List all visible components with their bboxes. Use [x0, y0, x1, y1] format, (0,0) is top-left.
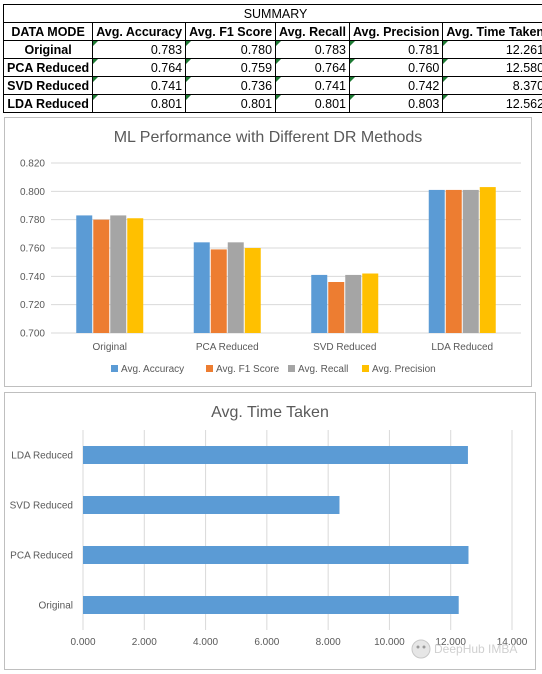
column-header: Avg. Precision	[349, 23, 442, 41]
legend-swatch	[362, 365, 369, 372]
summary-table: SUMMARY DATA MODE Avg. Accuracy Avg. F1 …	[3, 4, 542, 113]
x-tick-label: Original	[93, 342, 127, 353]
x-tick-label: 0.000	[70, 637, 95, 648]
mode-cell: PCA Reduced	[4, 59, 93, 77]
x-tick-label: 2.000	[132, 637, 157, 648]
value-cell: 12.562	[443, 95, 542, 113]
value-cell: 0.783	[93, 41, 186, 59]
legend-label: Avg. F1 Score	[216, 364, 280, 375]
bar	[463, 190, 479, 333]
x-tick-label: 8.000	[316, 637, 341, 648]
time-chart: Avg. Time Taken 0.000 2.000 4.000 6.000 8.00…	[4, 392, 536, 670]
x-tick-label: 4.000	[193, 637, 218, 648]
value-cell: 0.781	[349, 41, 442, 59]
summary-header-row: DATA MODE Avg. Accuracy Avg. F1 Score Av…	[4, 23, 542, 41]
bar	[311, 275, 327, 333]
bar	[93, 220, 109, 333]
table-row: SVD Reduced 0.741 0.736 0.741 0.742 8.37…	[4, 77, 542, 95]
value-cell: 0.764	[93, 59, 186, 77]
watermark-icon	[423, 646, 426, 649]
y-tick-label: 0.800	[20, 187, 45, 198]
bar	[194, 242, 210, 333]
value-cell: 12.580	[443, 59, 542, 77]
watermark: DeepHub IMBA	[410, 638, 530, 660]
value-cell: 0.736	[186, 77, 276, 95]
bar	[83, 496, 339, 514]
bar	[110, 215, 126, 333]
value-cell: 0.742	[349, 77, 442, 95]
bar	[127, 218, 143, 333]
value-cell: 0.741	[93, 77, 186, 95]
value-cell: 8.370	[443, 77, 542, 95]
x-tick-label: LDA Reduced	[431, 342, 493, 353]
value-cell: 12.261	[443, 41, 542, 59]
performance-chart: ML Performance with Different DR Methods…	[4, 117, 532, 387]
legend-label: Avg. Recall	[298, 364, 348, 375]
bar	[362, 274, 378, 334]
x-tick-label: SVD Reduced	[313, 342, 376, 353]
value-cell: 0.783	[276, 41, 350, 59]
value-cell: 0.780	[186, 41, 276, 59]
value-cell: 0.801	[93, 95, 186, 113]
column-header: Avg. Time Taken	[443, 23, 542, 41]
chart-title: Avg. Time Taken	[211, 404, 329, 421]
time-chart-svg: Avg. Time Taken 0.000 2.000 4.000 6.000 8.00…	[5, 393, 535, 669]
legend-label: Avg. Accuracy	[121, 364, 184, 375]
y-tick-label: 0.720	[20, 300, 45, 311]
x-tick-label: PCA Reduced	[196, 342, 259, 353]
bar	[429, 190, 445, 333]
bar	[83, 596, 459, 614]
performance-chart-svg: ML Performance with Different DR Methods…	[5, 118, 531, 386]
table-row: LDA Reduced 0.801 0.801 0.801 0.803 12.5…	[4, 95, 542, 113]
watermark-text: DeepHub IMBA	[434, 642, 517, 656]
watermark-icon	[412, 640, 430, 658]
bar	[345, 275, 361, 333]
value-cell: 0.741	[276, 77, 350, 95]
column-header: Avg. F1 Score	[186, 23, 276, 41]
y-tick-label: SVD Reduced	[10, 501, 73, 512]
column-header: Avg. Recall	[276, 23, 350, 41]
mode-cell: SVD Reduced	[4, 77, 93, 95]
mode-cell: LDA Reduced	[4, 95, 93, 113]
bar	[328, 282, 344, 333]
legend-label: Avg. Precision	[372, 364, 436, 375]
value-cell: 0.760	[349, 59, 442, 77]
y-tick-label: LDA Reduced	[11, 451, 73, 462]
bar	[228, 242, 244, 333]
value-cell: 0.759	[186, 59, 276, 77]
table-row: Original 0.783 0.780 0.783 0.781 12.261	[4, 41, 542, 59]
value-cell: 0.801	[186, 95, 276, 113]
y-tick-label: 0.760	[20, 244, 45, 255]
bar	[446, 190, 462, 333]
column-header: DATA MODE	[4, 23, 93, 41]
y-tick-label: Original	[39, 601, 73, 612]
y-tick-label: 0.740	[20, 272, 45, 283]
bar	[83, 446, 468, 464]
value-cell: 0.764	[276, 59, 350, 77]
y-tick-label: 0.700	[20, 329, 45, 340]
y-tick-label: PCA Reduced	[10, 551, 73, 562]
mode-cell: Original	[4, 41, 93, 59]
table-row: PCA Reduced 0.764 0.759 0.764 0.760 12.5…	[4, 59, 542, 77]
x-tick-label: 10.000	[374, 637, 405, 648]
bar	[245, 248, 261, 333]
legend-swatch	[288, 365, 295, 372]
bar	[76, 215, 92, 333]
bar	[480, 187, 496, 333]
legend-swatch	[111, 365, 118, 372]
column-header: Avg. Accuracy	[93, 23, 186, 41]
value-cell: 0.801	[276, 95, 350, 113]
y-tick-label: 0.820	[20, 159, 45, 170]
value-cell: 0.803	[349, 95, 442, 113]
x-tick-label: 6.000	[254, 637, 279, 648]
watermark-icon	[417, 646, 420, 649]
chart-title: ML Performance with Different DR Methods	[114, 129, 423, 146]
legend-swatch	[206, 365, 213, 372]
y-tick-label: 0.780	[20, 215, 45, 226]
summary-title: SUMMARY	[4, 5, 542, 23]
bar	[83, 546, 468, 564]
bar	[211, 249, 227, 333]
